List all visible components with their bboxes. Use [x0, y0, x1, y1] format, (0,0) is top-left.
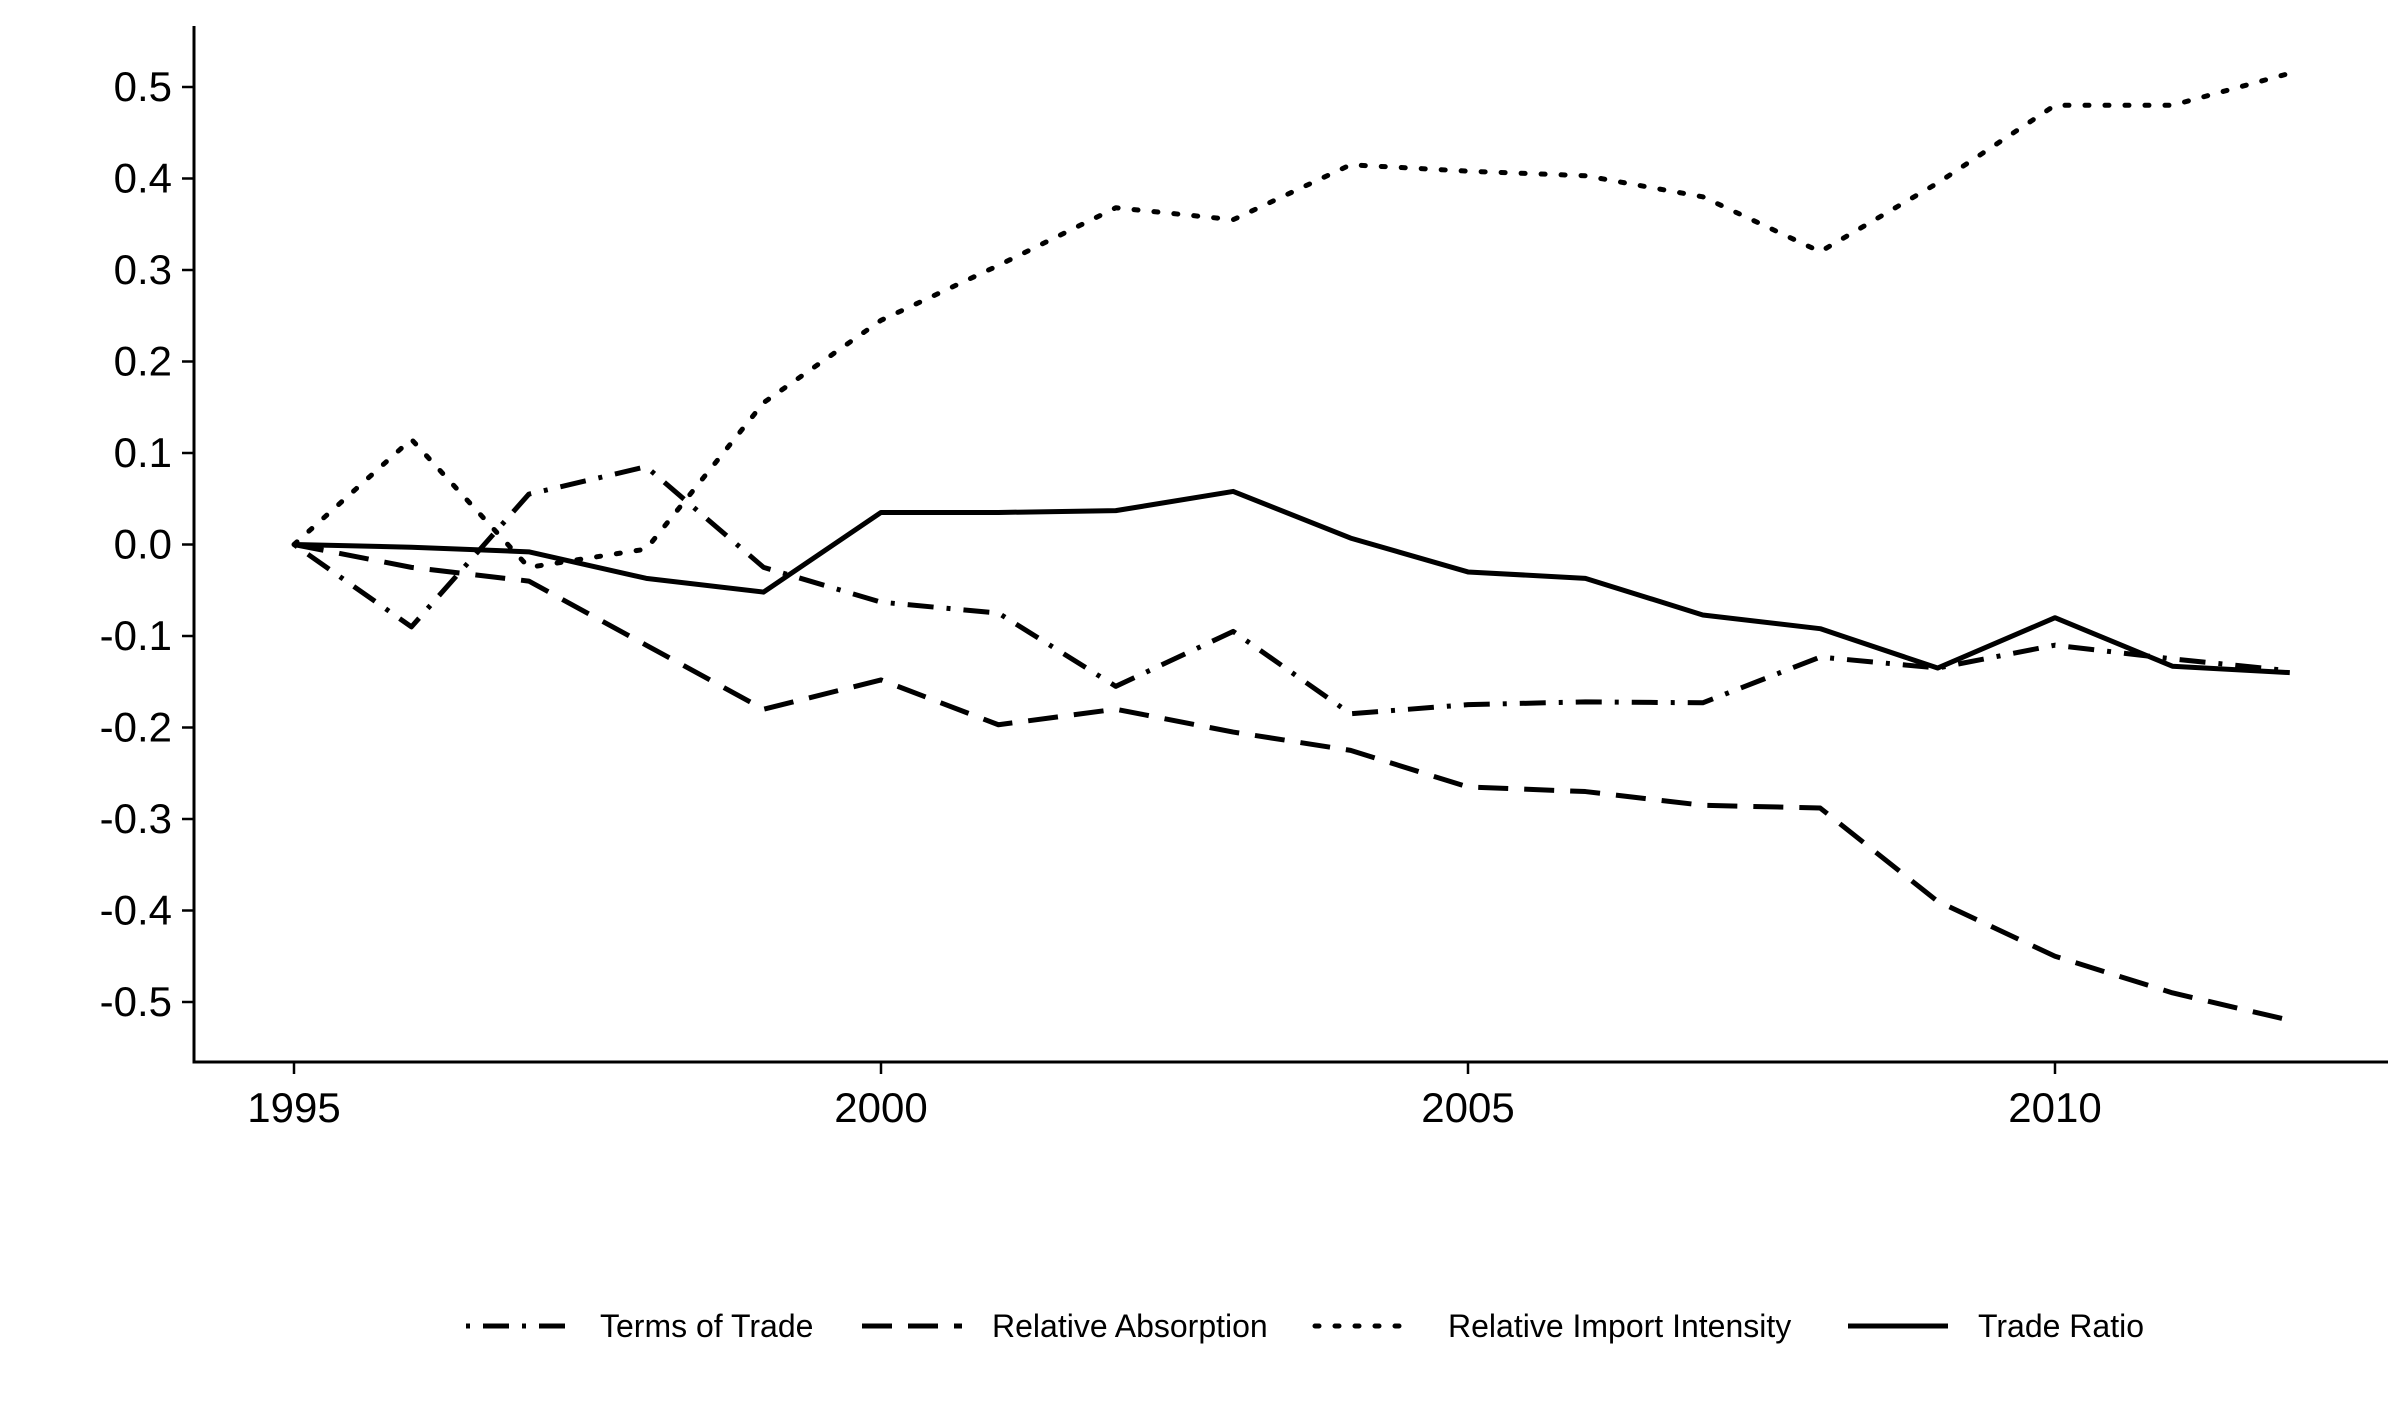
y-tick-label: -0.4: [100, 887, 172, 934]
x-tick-label: 2000: [834, 1084, 927, 1131]
legend-label-relative-import-intensity: Relative Import Intensity: [1448, 1308, 1791, 1344]
legend-label-trade-ratio: Trade Ratio: [1978, 1308, 2144, 1344]
y-tick-label: 0.1: [114, 429, 172, 476]
y-tick-label: 0.2: [114, 338, 172, 385]
y-tick-label: -0.5: [100, 978, 172, 1025]
x-tick-label: 2010: [2008, 1084, 2101, 1131]
legend-label-relative-absorption: Relative Absorption: [992, 1308, 1268, 1344]
y-tick-label: -0.2: [100, 704, 172, 751]
y-tick-label: -0.1: [100, 612, 172, 659]
y-axis-ticks: 0.5 0.4 0.3 0.2 0.1 0.0 -0.1 -0.2 -0.3 -0.4 -0.5: [100, 63, 194, 1025]
x-axis-ticks: 1995 2000 2005 2010: [247, 1062, 2102, 1131]
series-line-trade-ratio: [293, 488, 2290, 676]
y-tick-label: 0.0: [114, 521, 172, 568]
series-line-relative-absorption: [293, 542, 2291, 1023]
y-tick-label: 0.3: [114, 246, 172, 293]
plot-lines: [291, 70, 2293, 1023]
legend-label-terms-of-trade: Terms of Trade: [600, 1308, 813, 1344]
y-tick-label: -0.3: [100, 795, 172, 842]
x-tick-label: 1995: [247, 1084, 340, 1131]
series-line-relative-import-intensity: [291, 70, 2293, 570]
y-tick-label: 0.4: [114, 155, 172, 202]
legend: Terms of Trade Relative Absorption Relativ…: [466, 1308, 2144, 1344]
series-line-terms-of-trade: [292, 464, 2291, 717]
axes: [192, 26, 2388, 1064]
y-tick-label: 0.5: [114, 63, 172, 110]
x-tick-label: 2005: [1421, 1084, 1514, 1131]
